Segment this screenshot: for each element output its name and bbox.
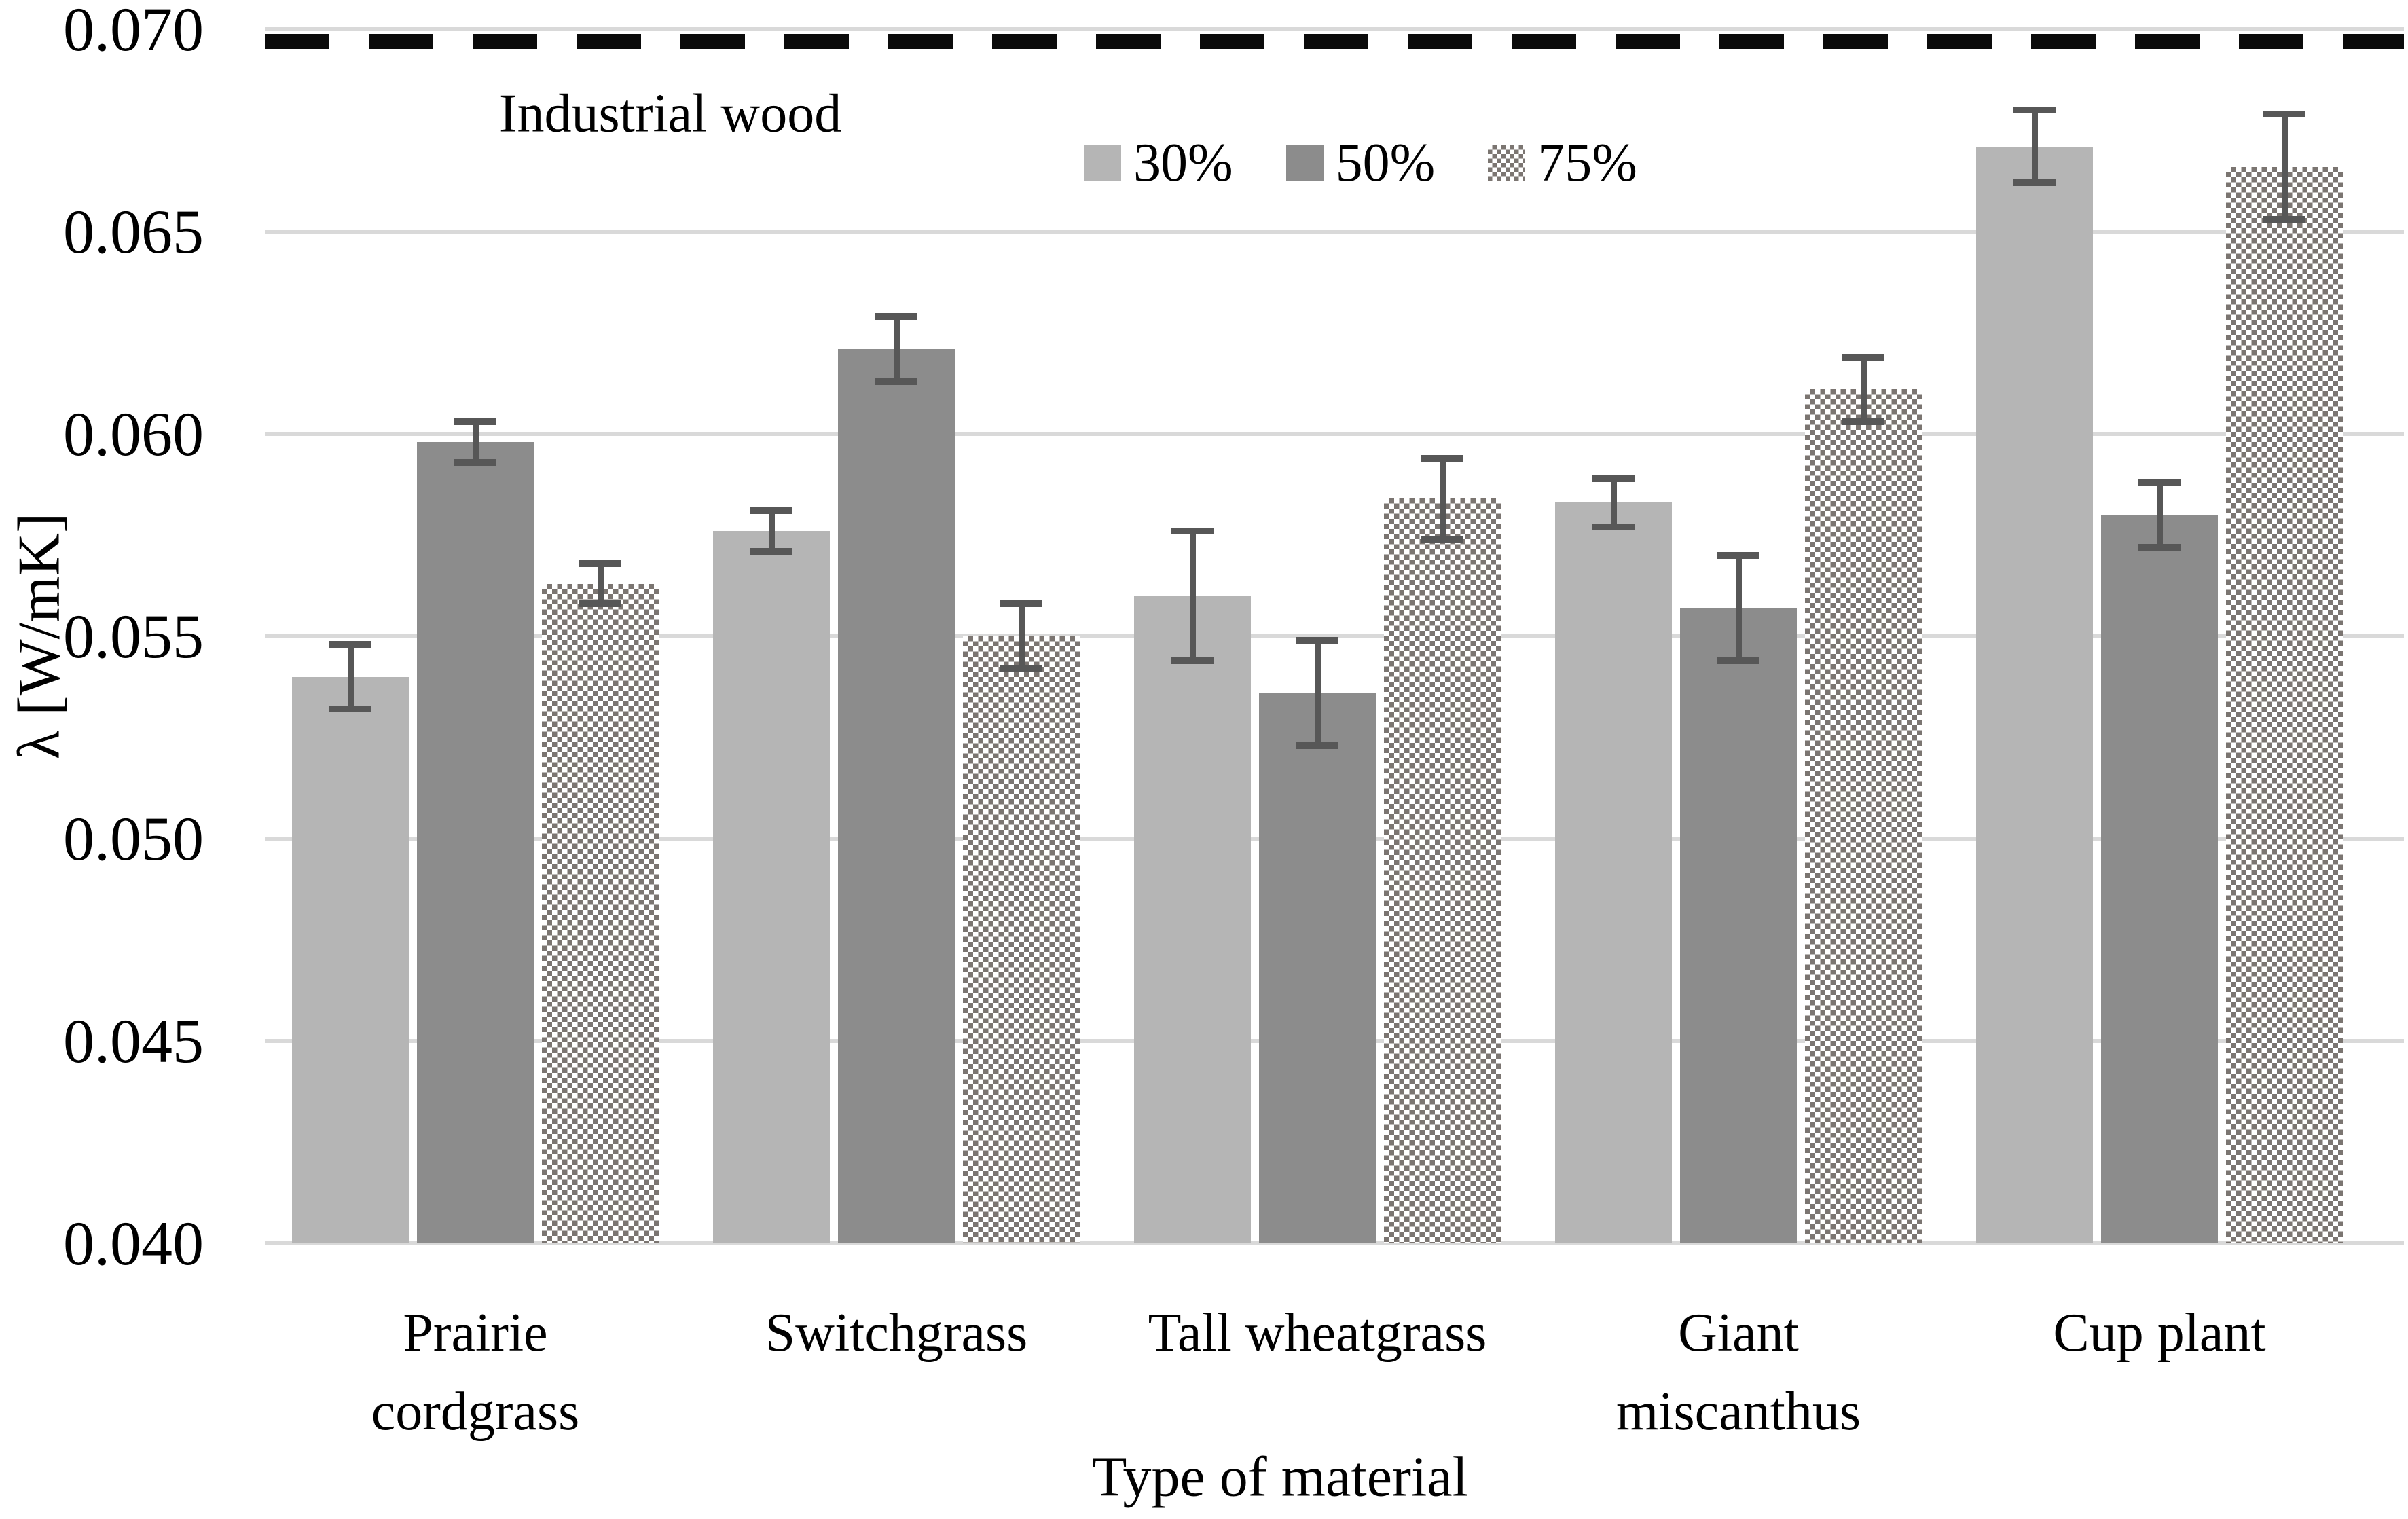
gridline	[265, 230, 2404, 234]
error-bar-cap	[1000, 665, 1042, 672]
legend-item-50: 50%	[1285, 133, 1436, 193]
y-tick-label: 0.045	[63, 1006, 204, 1076]
y-tick-label: 0.050	[63, 804, 204, 873]
category-label: Cup plant	[2053, 1303, 2266, 1363]
error-bar	[1189, 531, 1196, 661]
gridline	[265, 1241, 2404, 1245]
legend-item-75: 75%	[1488, 136, 1637, 190]
legend-label-75: 75%	[1537, 133, 1637, 193]
error-bar-cap	[750, 507, 792, 515]
bar-75%-switchgrass	[963, 636, 1080, 1243]
error-bar-cap	[2138, 543, 2181, 551]
bar-30%-cup-plant	[1976, 146, 2093, 1243]
y-tick-label: 0.055	[63, 602, 204, 671]
error-bar-cap	[1000, 600, 1042, 608]
error-bar-cap	[454, 458, 496, 466]
error-bar-cap	[1592, 475, 1635, 482]
bar-75%-tall-wheatgrass	[1384, 498, 1501, 1243]
legend-label-30: 30%	[1133, 133, 1233, 193]
error-bar-cap	[1842, 418, 1884, 426]
error-bar-cap	[2263, 216, 2305, 223]
error-bar-cap	[1171, 528, 1214, 535]
error-bar-cap	[329, 706, 371, 713]
error-bar	[893, 316, 900, 382]
error-bar-cap	[2013, 179, 2056, 187]
error-bar-cap	[579, 560, 621, 567]
legend: 30% 50% 75%	[1084, 136, 1637, 190]
error-bar-cap	[329, 640, 371, 648]
error-bar-cap	[1421, 535, 1463, 543]
bar-50%-switchgrass	[838, 348, 955, 1243]
error-bar-cap	[875, 378, 917, 385]
y-tick-label: 0.065	[63, 197, 204, 266]
error-bar	[2156, 482, 2163, 547]
bar-30%-tall-wheatgrass	[1134, 596, 1251, 1243]
legend-swatch-75	[1488, 145, 1526, 181]
y-tick-label: 0.060	[63, 399, 204, 469]
category-label: Prairie cordgrass	[371, 1303, 580, 1442]
gridline	[265, 432, 2404, 436]
error-bar-cap	[579, 600, 621, 608]
y-tick-label: 0.040	[63, 1209, 204, 1278]
bar-50%-giant-miscanthus	[1680, 608, 1797, 1243]
error-bar	[1439, 458, 1446, 539]
error-bar	[768, 511, 775, 551]
bar-50%-cup-plant	[2101, 515, 2218, 1243]
error-bar-cap	[750, 547, 792, 555]
error-bar	[472, 422, 479, 462]
error-bar	[1314, 640, 1321, 746]
error-bar-cap	[1717, 657, 1759, 664]
gridline	[265, 634, 2404, 638]
gridline	[265, 27, 2404, 31]
legend-swatch-50	[1285, 145, 1324, 181]
y-tick-label: 0.070	[63, 0, 204, 64]
bar-75%-cup-plant	[2226, 166, 2343, 1243]
error-bar	[2281, 114, 2288, 220]
reference-line	[265, 33, 2404, 49]
error-bar-cap	[454, 418, 496, 426]
error-bar	[1018, 604, 1025, 669]
error-bar-cap	[1171, 657, 1214, 664]
error-bar-cap	[875, 313, 917, 321]
error-bar-cap	[1717, 551, 1759, 559]
error-bar	[2031, 110, 2038, 183]
reference-line-label: Industrial wood	[498, 84, 842, 144]
error-bar-cap	[1421, 454, 1463, 462]
legend-swatch-30	[1084, 145, 1121, 181]
error-bar	[597, 563, 604, 604]
bar-50%-prairie-cordgrass	[417, 441, 534, 1243]
bar-75%-giant-miscanthus	[1805, 389, 1922, 1243]
error-bar-cap	[1296, 742, 1338, 749]
error-bar-cap	[1296, 636, 1338, 644]
category-label: Switchgrass	[765, 1303, 1028, 1363]
error-bar-cap	[2013, 107, 2056, 114]
error-bar-cap	[1842, 353, 1884, 361]
x-axis-title: Type of material	[1092, 1445, 1468, 1509]
bar-30%-giant-miscanthus	[1555, 502, 1672, 1243]
category-label: Tall wheatgrass	[1148, 1303, 1487, 1363]
error-bar-cap	[2138, 479, 2181, 486]
error-bar-cap	[2263, 111, 2305, 118]
error-bar	[1610, 478, 1617, 528]
bar-30%-switchgrass	[713, 531, 830, 1243]
bar-50%-tall-wheatgrass	[1259, 693, 1376, 1243]
error-bar	[1735, 555, 1742, 661]
error-bar	[1860, 356, 1867, 422]
error-bar-cap	[1592, 524, 1635, 531]
legend-label-50: 50%	[1335, 133, 1436, 193]
error-bar	[347, 644, 354, 710]
bar-75%-prairie-cordgrass	[542, 583, 659, 1243]
bar-30%-prairie-cordgrass	[292, 676, 409, 1243]
legend-item-30: 30%	[1084, 136, 1233, 190]
category-label: Giant miscanthus	[1616, 1303, 1861, 1442]
